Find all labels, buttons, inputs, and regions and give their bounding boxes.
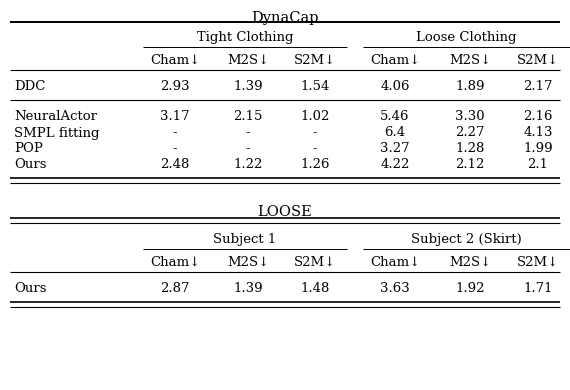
Text: NeuralActor: NeuralActor [14,110,97,124]
Text: 1.26: 1.26 [300,158,330,172]
Text: S2M↓: S2M↓ [517,53,559,67]
Text: 1.02: 1.02 [300,110,329,124]
Text: Cham↓: Cham↓ [150,255,200,268]
Text: M2S↓: M2S↓ [227,255,269,268]
Text: 6.4: 6.4 [384,126,406,140]
Text: 1.28: 1.28 [455,142,484,156]
Text: Ours: Ours [14,282,47,296]
Text: Ours: Ours [14,158,47,172]
Text: Subject 2 (Skirt): Subject 2 (Skirt) [411,234,522,246]
Text: POP: POP [14,142,43,156]
Text: 4.22: 4.22 [380,158,410,172]
Text: 1.39: 1.39 [233,282,263,296]
Text: 3.63: 3.63 [380,282,410,296]
Text: 2.48: 2.48 [160,158,190,172]
Text: 3.27: 3.27 [380,142,410,156]
Text: 1.89: 1.89 [455,80,484,94]
Text: DDC: DDC [14,80,46,94]
Text: 2.93: 2.93 [160,80,190,94]
Text: 2.87: 2.87 [160,282,190,296]
Text: 5.46: 5.46 [380,110,410,124]
Text: Cham↓: Cham↓ [370,255,420,268]
Text: Subject 1: Subject 1 [213,234,276,246]
Text: 1.48: 1.48 [300,282,329,296]
Text: LOOSE: LOOSE [258,205,312,219]
Text: 2.12: 2.12 [455,158,484,172]
Text: 2.15: 2.15 [233,110,263,124]
Text: Tight Clothing: Tight Clothing [197,32,293,44]
Text: M2S↓: M2S↓ [227,53,269,67]
Text: 4.13: 4.13 [523,126,553,140]
Text: 2.17: 2.17 [523,80,553,94]
Text: Cham↓: Cham↓ [370,53,420,67]
Text: -: - [173,142,177,156]
Text: 1.71: 1.71 [523,282,553,296]
Text: S2M↓: S2M↓ [294,255,336,268]
Text: 4.06: 4.06 [380,80,410,94]
Text: M2S↓: M2S↓ [449,255,491,268]
Text: S2M↓: S2M↓ [517,255,559,268]
Text: 1.99: 1.99 [523,142,553,156]
Text: 3.17: 3.17 [160,110,190,124]
Text: 1.54: 1.54 [300,80,329,94]
Text: 1.92: 1.92 [455,282,484,296]
Text: -: - [246,142,250,156]
Text: 3.30: 3.30 [455,110,485,124]
Text: -: - [173,126,177,140]
Text: 1.22: 1.22 [233,158,263,172]
Text: 2.16: 2.16 [523,110,553,124]
Text: -: - [246,126,250,140]
Text: 2.1: 2.1 [527,158,548,172]
Text: SMPL fitting: SMPL fitting [14,126,100,140]
Text: M2S↓: M2S↓ [449,53,491,67]
Text: Cham↓: Cham↓ [150,53,200,67]
Text: 2.27: 2.27 [455,126,484,140]
Text: DynaCap: DynaCap [251,11,319,25]
Text: -: - [313,142,317,156]
Text: 1.39: 1.39 [233,80,263,94]
Text: S2M↓: S2M↓ [294,53,336,67]
Text: Loose Clothing: Loose Clothing [416,32,517,44]
Text: -: - [313,126,317,140]
